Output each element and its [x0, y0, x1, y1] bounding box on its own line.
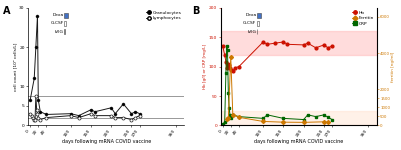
Text: B: B — [192, 6, 200, 15]
Legend: Granulocytes, Lymphocytes: Granulocytes, Lymphocytes — [146, 10, 182, 21]
Bar — [221, 31, 377, 55]
Y-axis label: cell count [10⁹ cells/L]: cell count [10⁹ cells/L] — [14, 42, 18, 91]
Text: A: A — [3, 6, 11, 15]
X-axis label: days following mRNA COVID vaccine: days following mRNA COVID vaccine — [254, 140, 343, 144]
Bar — [221, 111, 377, 125]
X-axis label: days following mRNA COVID vaccine: days following mRNA COVID vaccine — [61, 140, 151, 144]
Legend: Hb, Ferritin, CRP: Hb, Ferritin, CRP — [351, 10, 375, 26]
Y-axis label: Hb [g/l] or CRP [mg/L]: Hb [g/l] or CRP [mg/L] — [203, 44, 207, 89]
Y-axis label: ferritin [ng/ml]: ferritin [ng/ml] — [391, 51, 395, 82]
